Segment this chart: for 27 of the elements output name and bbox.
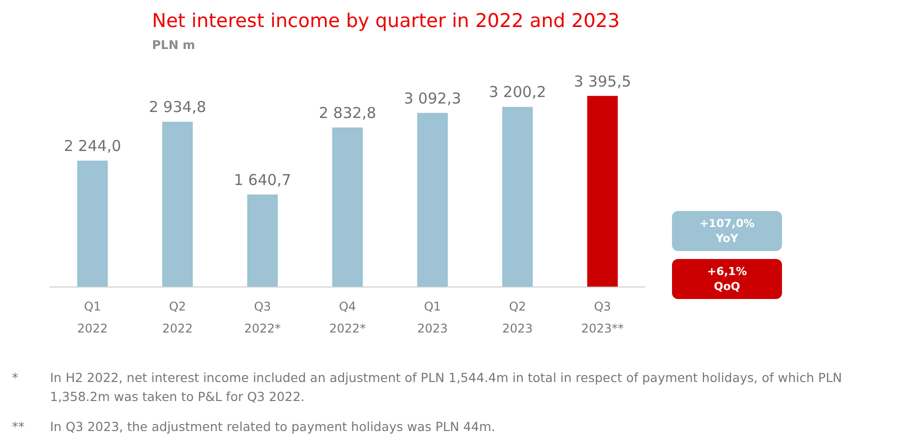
- data-label: 3 395,5: [574, 72, 632, 90]
- x-tick-label: Q3 2023**: [581, 300, 624, 336]
- bar: [162, 122, 193, 287]
- bar: [247, 194, 278, 287]
- x-tick-label: Q2 2023: [502, 300, 533, 336]
- text: +6,1% QoQ: [672, 259, 782, 299]
- chart-title: Net interest income by quarter in 2022 and 2023: [152, 10, 620, 32]
- data-label: 2 934,8: [148, 98, 206, 116]
- data-label: 1 640,7: [234, 170, 292, 189]
- text: ** In Q3 2023, the adjustment related to payment holidays was PLN 44m.: [12, 419, 496, 434]
- bar: [77, 160, 108, 287]
- data-label: 2 244,0: [64, 137, 122, 156]
- bar: [502, 106, 533, 287]
- data-label: 3 092,3: [404, 89, 462, 108]
- x-tick-label: Q1 2022: [77, 300, 108, 336]
- x-tick-label: Q1 2023: [417, 300, 448, 336]
- bar: [417, 112, 448, 287]
- bar: [332, 128, 363, 287]
- data-label: 2 832,8: [318, 104, 376, 122]
- text: * In H2 2022, net interest income included an adjustment of PLN 1,544.4m in total in respect of payment holidays, of which PLN 1,358.2m was taken to P&L for Q3 2022.: [12, 370, 842, 404]
- data-label: 3 200,2: [488, 83, 546, 102]
- bar: [587, 96, 618, 287]
- x-tick-label: Q3 2022*: [244, 300, 281, 336]
- chart-subtitle: PLN m: [152, 38, 196, 52]
- text: +107,0% YoY: [672, 211, 782, 251]
- x-tick-label: Q4 2022*: [329, 300, 366, 336]
- x-tick-label: Q2 2022: [162, 300, 193, 336]
